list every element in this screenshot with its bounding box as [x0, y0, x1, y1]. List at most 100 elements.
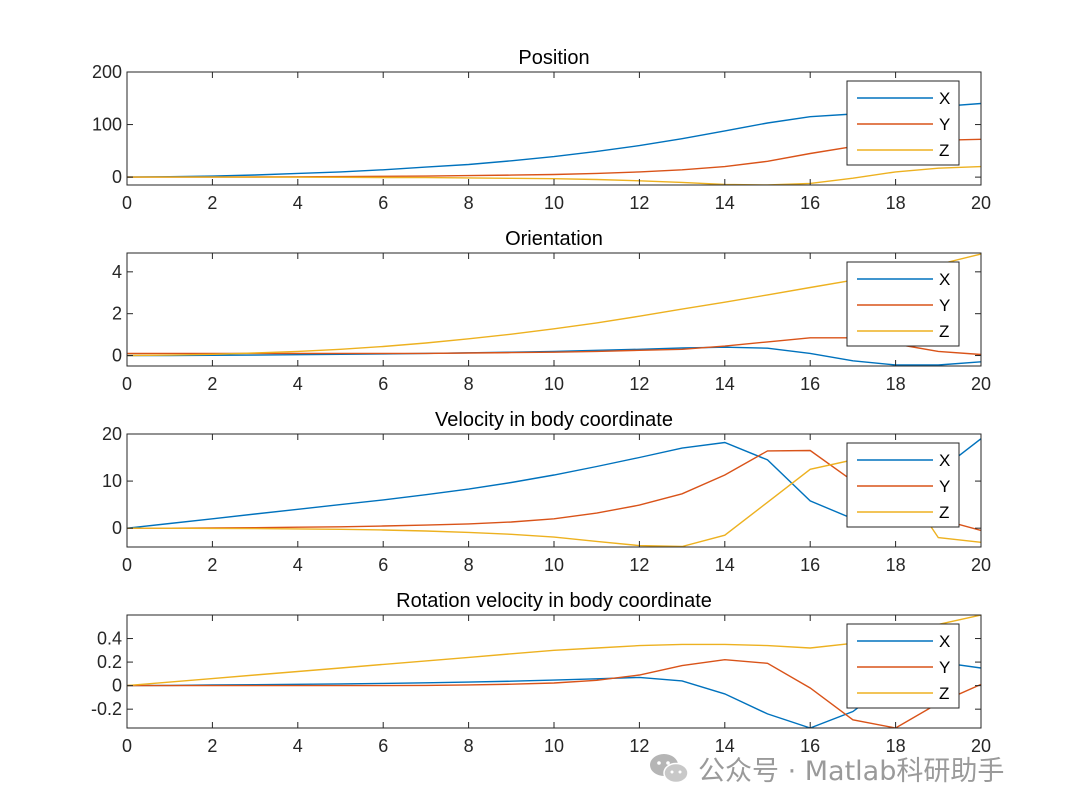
x-tick-label: 12 [629, 193, 649, 213]
y-tick-label: 100 [92, 115, 122, 135]
legend-label-y: Y [939, 658, 950, 677]
legend-box [846, 261, 960, 347]
series-line-x [127, 102, 981, 178]
x-tick-label: 6 [378, 374, 388, 394]
series-line-z [127, 165, 981, 185]
watermark: 公众号 · Matlab科研助手 [648, 750, 1005, 787]
x-tick-label: 4 [293, 193, 303, 213]
legend-label-x: X [939, 270, 950, 289]
legend: XYZ [846, 623, 960, 709]
legend-label-y: Y [939, 115, 950, 134]
series-line-x [127, 661, 981, 728]
x-tick-label: 4 [293, 555, 303, 575]
y-tick-label: 20 [102, 424, 122, 444]
x-tick-label: 2 [207, 736, 217, 756]
series-line-y [127, 449, 981, 532]
x-tick-label: 6 [378, 193, 388, 213]
series-line-z [127, 615, 981, 687]
subplot-3: Velocity in body coordinate 0 2 4 6 8 10 12 14 16… [102, 409, 991, 575]
x-tick-label: 20 [971, 736, 991, 756]
legend-label-z: Z [939, 322, 949, 341]
x-tick-label: 12 [629, 736, 649, 756]
y-tick-label: 2 [112, 304, 122, 324]
x-tick-label: 16 [800, 555, 820, 575]
subplot-2: Orientation 0 2 4 6 8 10 12 14 16 18 20 0 2 4 XYZ [112, 228, 991, 394]
x-tick-label: 8 [464, 193, 474, 213]
y-tick-label: 0 [112, 518, 122, 538]
x-tick-label: 14 [715, 374, 735, 394]
legend: XYZ [846, 261, 960, 347]
legend-label-z: Z [939, 141, 949, 160]
y-tick-label: 4 [112, 262, 122, 282]
x-tick-label: 20 [971, 555, 991, 575]
chart-title: Velocity in body coordinate [435, 409, 673, 431]
legend-label-x: X [939, 632, 950, 651]
x-tick-label: 20 [971, 374, 991, 394]
legend-label-y: Y [939, 477, 950, 496]
x-tick-label: 12 [629, 374, 649, 394]
y-tick-label: 0.4 [97, 629, 122, 649]
x-tick-label: 20 [971, 193, 991, 213]
x-tick-label: 18 [886, 193, 906, 213]
legend-label-y: Y [939, 296, 950, 315]
x-tick-label: 10 [544, 374, 564, 394]
legend-label-x: X [939, 451, 950, 470]
x-tick-label: 8 [464, 374, 474, 394]
legend-label-z: Z [939, 503, 949, 522]
x-tick-label: 4 [293, 736, 303, 756]
y-tick-label: 0 [112, 346, 122, 366]
legend-box [846, 442, 960, 528]
watermark-text: 公众号 · Matlab科研助手 [698, 755, 1005, 787]
legend-label-z: Z [939, 684, 949, 703]
x-tick-label: 12 [629, 555, 649, 575]
series-line-y [127, 658, 981, 728]
x-tick-label: 2 [207, 374, 217, 394]
legend: XYZ [846, 442, 960, 528]
x-tick-label: 10 [544, 193, 564, 213]
x-tick-label: 6 [378, 736, 388, 756]
series-line-x [127, 438, 981, 529]
series-line-x [127, 346, 981, 366]
x-tick-label: 16 [800, 736, 820, 756]
x-tick-label: 8 [464, 555, 474, 575]
series-group [127, 615, 981, 728]
x-tick-label: 14 [715, 193, 735, 213]
y-tick-label: 0.2 [97, 652, 122, 672]
x-tick-label: 2 [207, 555, 217, 575]
x-tick-label: 14 [715, 736, 735, 756]
y-tick-label: 200 [92, 62, 122, 82]
series-line-z [127, 253, 981, 357]
x-tick-label: 0 [122, 736, 132, 756]
x-tick-label: 0 [122, 193, 132, 213]
x-tick-label: 16 [800, 193, 820, 213]
x-tick-label: 6 [378, 555, 388, 575]
legend-box [846, 80, 960, 166]
y-tick-label: 0 [112, 167, 122, 187]
x-tick-label: 10 [544, 555, 564, 575]
x-tick-label: 2 [207, 193, 217, 213]
x-tick-label: 18 [886, 736, 906, 756]
x-tick-label: 18 [886, 555, 906, 575]
legend: XYZ [846, 80, 960, 166]
chart-title: Rotation velocity in body coordinate [396, 590, 712, 612]
chat-bubbles-icon [650, 754, 689, 784]
x-tick-label: 10 [544, 736, 564, 756]
x-tick-label: 16 [800, 374, 820, 394]
y-tick-label: -0.2 [91, 699, 122, 719]
legend-box [846, 623, 960, 709]
y-tick-label: 0 [112, 676, 122, 696]
series-line-y [127, 337, 981, 356]
x-tick-label: 0 [122, 555, 132, 575]
chart-title: Orientation [505, 228, 603, 250]
x-tick-label: 14 [715, 555, 735, 575]
chart-title: Position [518, 47, 589, 69]
subplot-4: Rotation velocity in body coordinate 0 2 4 6… [91, 590, 991, 756]
x-tick-label: 0 [122, 374, 132, 394]
y-tick-label: 10 [102, 471, 122, 491]
series-group [127, 253, 981, 366]
x-tick-label: 4 [293, 374, 303, 394]
legend-label-x: X [939, 89, 950, 108]
x-tick-label: 18 [886, 374, 906, 394]
series-line-z [127, 459, 981, 547]
